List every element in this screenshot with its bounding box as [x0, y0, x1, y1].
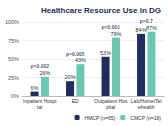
svg-text:CMCP (n=18): CMCP (n=18) [130, 115, 161, 121]
svg-text:0%: 0% [11, 93, 19, 99]
svg-text:ED: ED [72, 98, 79, 104]
svg-text:HMCP (n=65): HMCP (n=65) [85, 115, 116, 121]
svg-text:6%: 6% [31, 85, 39, 91]
svg-text:53%: 53% [100, 50, 111, 56]
svg-text:43%: 43% [75, 57, 86, 63]
svg-text:25%: 25% [8, 75, 19, 81]
svg-text:79%: 79% [110, 31, 121, 37]
svg-text:50%: 50% [8, 56, 19, 62]
svg-text:Inpatient Hospi: Inpatient Hospi [23, 98, 57, 104]
svg-text:87%: 87% [146, 25, 157, 31]
svg-text:tal: tal [37, 104, 42, 110]
svg-text:p=0.7: p=0.7 [140, 18, 153, 24]
svg-text:75%: 75% [8, 38, 19, 44]
svg-text:Lab/Home/Tel: Lab/Home/Tel [130, 98, 162, 104]
svg-text:pital: pital [106, 104, 115, 110]
svg-text:p<0.001: p<0.001 [102, 24, 121, 30]
svg-text:Healthcare Resource Use in DG: Healthcare Resource Use in DG [41, 6, 161, 15]
svg-text:p=0.002: p=0.002 [31, 63, 50, 69]
svg-text:100%: 100% [5, 19, 19, 25]
svg-text:84%: 84% [135, 26, 147, 33]
svg-text:ehealth: ehealth [138, 104, 155, 110]
svg-text:Outpatient Hos: Outpatient Hos [94, 98, 128, 104]
svg-text:p=0.005: p=0.005 [66, 51, 85, 57]
svg-text:26%: 26% [39, 70, 50, 76]
svg-text:20%: 20% [65, 74, 76, 80]
